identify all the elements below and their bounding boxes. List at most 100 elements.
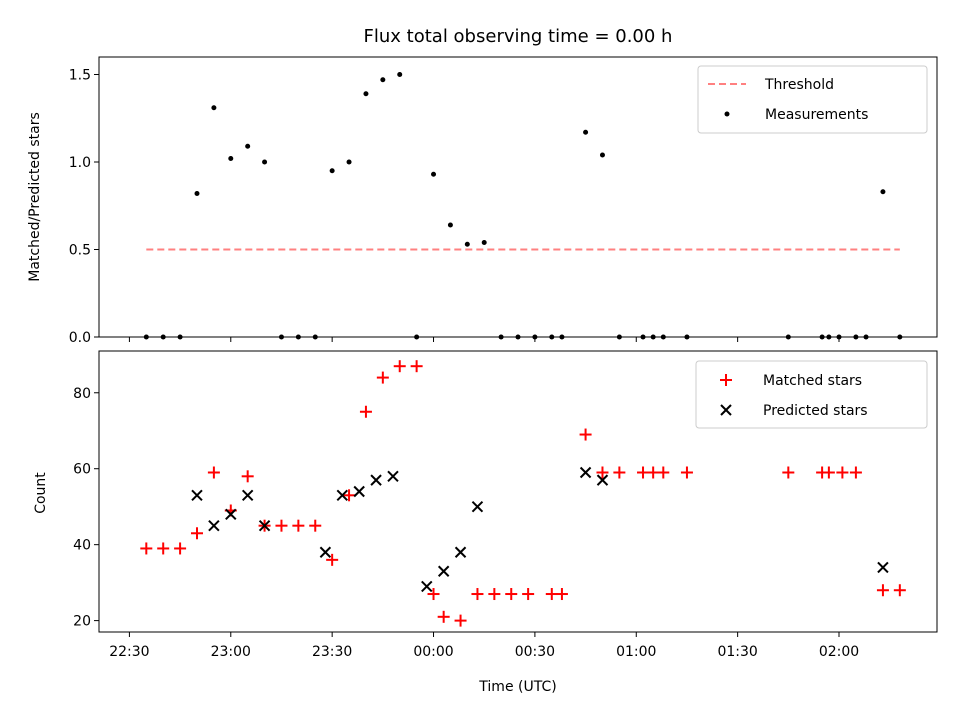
- top-y-tick-label: 0.0: [69, 330, 91, 346]
- legend-matched-label: Matched stars: [763, 373, 862, 389]
- matched-star-point: [782, 466, 795, 479]
- matched-star-point: [505, 588, 518, 601]
- predicted-star-point: [258, 519, 271, 532]
- bottom-axes-frame: [98, 350, 938, 633]
- matched-star-point: [309, 519, 322, 532]
- legend-threshold-label: Threshold: [764, 77, 834, 93]
- measurement-point: [363, 91, 369, 97]
- predicted-star-point: [421, 580, 433, 593]
- matched-star-point: [488, 588, 501, 601]
- legend-predicted-marker: [720, 404, 732, 416]
- matched-star-point: [140, 542, 153, 555]
- matched-star-point: [836, 466, 849, 479]
- legend-measurements-marker: [724, 111, 730, 117]
- matched-star-point: [657, 466, 670, 479]
- predicted-star-point: [208, 519, 220, 532]
- matched-star-point: [522, 588, 535, 601]
- top-y-tick-label: 1.0: [69, 155, 91, 171]
- matched-star-point: [157, 542, 170, 555]
- measurement-point: [262, 159, 268, 165]
- bottom-y-tick-label: 60: [73, 462, 91, 478]
- matched-star-point: [359, 405, 372, 418]
- predicted-star-point: [387, 470, 399, 483]
- measurement-point: [599, 152, 605, 158]
- predicted-star-point: [241, 489, 254, 502]
- legend-matched-marker: [720, 374, 732, 386]
- measurement-point: [380, 77, 386, 83]
- chart-title: Flux total observing time = 0.00 h: [364, 26, 673, 47]
- predicted-star-point: [437, 565, 450, 577]
- top-y-axis-label-group: Matched/Predicted stars: [27, 112, 43, 282]
- top-axes-frame: [98, 56, 938, 338]
- x-tick-label: 01:00: [616, 644, 656, 660]
- bottom-plot-area: 20 40 60 80 22:30 23:00 23:30 00:00 00:30 01:00 01…: [73, 360, 906, 660]
- x-tick-label: 22:30: [109, 644, 149, 660]
- measurement-point: [583, 129, 589, 135]
- matched-star-point: [174, 542, 187, 555]
- matched-star-point: [275, 519, 288, 532]
- measurement-point: [464, 241, 470, 247]
- legend-measurements-label: Measurements: [765, 107, 868, 123]
- matched-star-point: [637, 466, 650, 479]
- matched-star-point: [410, 360, 423, 373]
- matched-star-point: [579, 428, 592, 441]
- matched-star-point: [822, 466, 835, 479]
- x-tick-label: 02:00: [819, 644, 859, 660]
- predicted-star-point: [877, 561, 889, 574]
- measurement-point: [880, 189, 886, 195]
- x-tick-label: 00:30: [515, 644, 555, 660]
- matched-star-point: [647, 466, 660, 479]
- measurement-point: [329, 168, 335, 174]
- predicted-star-point: [225, 508, 237, 520]
- predicted-star-point: [454, 546, 467, 558]
- matched-star-point: [876, 584, 889, 597]
- predicted-star-point: [471, 500, 484, 513]
- x-tick-label: 23:00: [211, 644, 251, 660]
- matched-star-point: [613, 466, 626, 479]
- matched-star-point: [376, 371, 389, 384]
- predicted-star-point: [191, 489, 203, 502]
- matched-star-point: [427, 588, 440, 601]
- measurement-point: [211, 105, 217, 111]
- bottom-y-axis-label: Count: [33, 472, 49, 514]
- predicted-star-point: [353, 485, 365, 498]
- predicted-star-point: [596, 474, 609, 486]
- matched-star-point: [849, 466, 862, 479]
- bottom-legend: Matched stars Predicted stars: [695, 360, 928, 429]
- matched-star-point: [343, 489, 356, 502]
- top-y-tick-label: 0.5: [69, 243, 91, 259]
- matched-star-point: [680, 466, 693, 479]
- matched-star-point: [326, 553, 339, 566]
- measurement-point: [228, 156, 234, 161]
- x-axis-label: Time (UTC): [478, 679, 556, 695]
- measurement-point: [346, 159, 352, 165]
- bottom-y-tick-label: 20: [73, 614, 91, 630]
- bottom-legend-box: [695, 360, 928, 429]
- measurement-point: [194, 191, 200, 196]
- matched-star-point: [241, 470, 254, 483]
- top-legend-box: [697, 65, 928, 134]
- legend-predicted-label: Predicted stars: [763, 403, 868, 419]
- x-tick-label: 00:00: [413, 644, 453, 660]
- matched-star-point: [893, 584, 906, 597]
- top-legend: Threshold Measurements: [697, 65, 928, 134]
- matched-star-point: [471, 588, 484, 601]
- measurement-point: [481, 240, 487, 245]
- matched-star-point: [207, 466, 220, 479]
- matched-star-point: [190, 527, 203, 540]
- x-tick-label: 01:30: [717, 644, 757, 660]
- x-tick-label: 23:30: [312, 644, 352, 660]
- measurement-point: [397, 72, 403, 77]
- matched-star-point: [437, 610, 450, 623]
- bottom-y-axis-label-group: Count: [33, 472, 49, 514]
- predicted-star-point: [319, 546, 332, 558]
- bottom-y-tick-label: 40: [73, 538, 91, 554]
- matched-star-point: [292, 519, 305, 532]
- measurement-point: [447, 222, 453, 228]
- matched-star-point: [555, 588, 568, 601]
- matched-star-point: [393, 360, 406, 373]
- matched-star-point: [545, 588, 558, 601]
- top-y-tick-label: 1.5: [69, 68, 91, 84]
- bottom-y-tick-label: 80: [73, 386, 91, 402]
